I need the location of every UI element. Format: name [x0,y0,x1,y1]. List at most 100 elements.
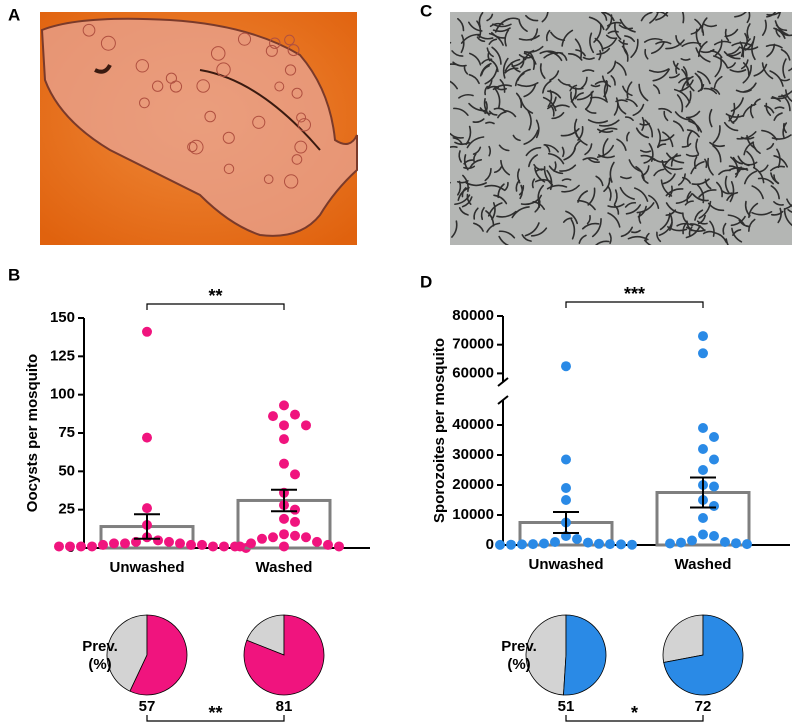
axis-break [497,395,509,405]
strand [743,141,755,156]
strand [685,226,706,232]
strand [450,63,458,66]
strand [713,75,723,89]
strand [723,51,741,60]
pie-rest [525,614,567,696]
strand [524,222,540,237]
strand [532,201,546,210]
data-point [528,539,538,550]
cell [216,62,231,77]
strand [528,154,539,168]
strand [640,154,656,161]
cell [294,140,308,154]
strand [607,212,621,228]
image-a [40,12,358,245]
strand [657,128,662,148]
strand [492,27,511,33]
data-point [709,531,719,541]
data-point [616,539,626,550]
strand [465,182,487,187]
strand [641,174,649,184]
cell [139,97,150,109]
cell [291,154,303,165]
strand [487,202,503,217]
strand [770,185,780,200]
strand [472,118,485,124]
data-point [290,504,300,515]
strand [642,165,650,176]
strand [450,80,458,90]
strand [684,200,694,206]
cell [237,32,252,46]
strand [608,232,612,245]
strand [484,101,488,115]
strand [607,203,625,208]
strand [757,177,774,185]
data-point [208,541,218,552]
data-point [279,420,289,431]
cell [151,80,164,92]
data-point [279,400,289,411]
cell [263,174,274,185]
strand [542,80,552,94]
strand [529,51,536,70]
pie-slice [563,614,607,696]
panel-label: B [8,265,20,284]
strand [713,40,732,46]
strand [773,112,783,121]
strand [709,141,725,148]
strand [596,144,615,158]
strand [744,200,751,217]
data-point [561,361,571,372]
strand [782,58,787,79]
strand [676,94,684,113]
strand [603,177,611,193]
strand [782,122,787,134]
prevalence-value: 51 [558,698,575,715]
strand [658,221,673,237]
y-axis-label: Sporozoites per mosquito [431,338,448,523]
strand [652,84,661,95]
strand [607,30,619,35]
strand [476,36,486,43]
strand [478,12,484,28]
data-point [698,331,708,342]
y-axis-label: Oocysts per mosquito [24,354,41,512]
strand [681,176,692,184]
strand [597,154,615,159]
strand [547,152,565,165]
pie-slice [663,614,744,696]
strand [613,204,620,215]
cell [135,59,149,73]
panel-label: C [420,1,432,20]
strand [518,54,531,59]
strand [616,101,627,115]
strand [693,156,698,169]
strand [742,38,751,58]
strand [773,155,788,168]
strand [479,107,492,115]
strand [774,20,789,36]
strand [724,175,730,194]
strand [581,222,600,230]
y-tick-label: 10000 [452,506,494,523]
strand [766,12,782,16]
strand [458,93,474,99]
strand [694,72,704,90]
strand [672,120,685,132]
y-tick-label: 125 [50,347,75,364]
strand [630,38,639,59]
data-point [76,541,86,552]
strand [689,223,706,232]
data-point [583,537,593,548]
strand [570,218,576,240]
strand [734,166,742,175]
cell [287,44,300,57]
strand [730,215,746,227]
strand [586,215,591,225]
strand [751,211,773,216]
strand [463,65,469,75]
strand [619,186,635,200]
strand [696,220,708,225]
